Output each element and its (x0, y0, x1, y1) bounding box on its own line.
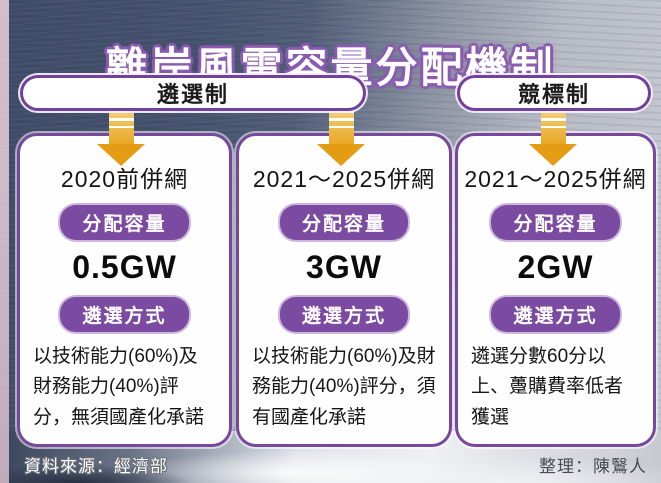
card-2021-2025-bidding: 2021～2025併網 分配容量 2GW 遴選方式 遴選分數60分以上、躉購費率… (455, 133, 656, 447)
method-label-pill: 遴選方式 (60, 297, 189, 332)
down-arrow-icon (529, 102, 577, 166)
card-2021-2025-selection: 2021～2025併網 分配容量 3GW 遴選方式 以技術能力(60%)及財務能… (236, 133, 452, 447)
group-header-selection-label: 遴選制 (156, 82, 229, 107)
down-arrow-head (317, 144, 365, 166)
capacity-label-pill: 分配容量 (491, 205, 620, 240)
method-label-pill: 遴選方式 (279, 297, 408, 332)
down-arrow-icon (317, 102, 365, 166)
down-arrow-icon (97, 102, 145, 166)
method-description: 遴選分數60分以上、躉購費率低者獲選 (471, 346, 624, 428)
capacity-label-pill: 分配容量 (60, 205, 189, 240)
card-period: 2021～2025併網 (252, 166, 436, 192)
group-header-bidding-label: 競標制 (517, 82, 590, 107)
group-header-bidding: 競標制 (457, 75, 651, 111)
group-header-selection: 遴選制 (20, 75, 366, 111)
capacity-value: 2GW (517, 249, 594, 285)
credit-text: 整理：陳鷖人 (539, 457, 647, 476)
down-arrow-head (529, 144, 577, 166)
card-pre-2020: 2020前併網 分配容量 0.5GW 遴選方式 以技術能力(60%)及財務能力(… (17, 133, 232, 447)
method-label-pill: 遴選方式 (491, 297, 620, 332)
capacity-value: 0.5GW (72, 249, 177, 285)
left-edge-strip (0, 0, 9, 483)
capacity-value: 3GW (306, 249, 382, 285)
card-period: 2021～2025併網 (464, 166, 647, 192)
method-description: 以技術能力(60%)及財務能力(40%)評分，無須國產化承諾 (33, 346, 205, 428)
card-period: 2020前併網 (60, 166, 189, 192)
down-arrow-head (97, 144, 145, 166)
method-description: 以技術能力(60%)及財務能力(40%)評分，須有國產化承諾 (252, 346, 436, 428)
capacity-label-pill: 分配容量 (279, 205, 408, 240)
data-source-text: 資料來源：經濟部 (24, 457, 168, 476)
